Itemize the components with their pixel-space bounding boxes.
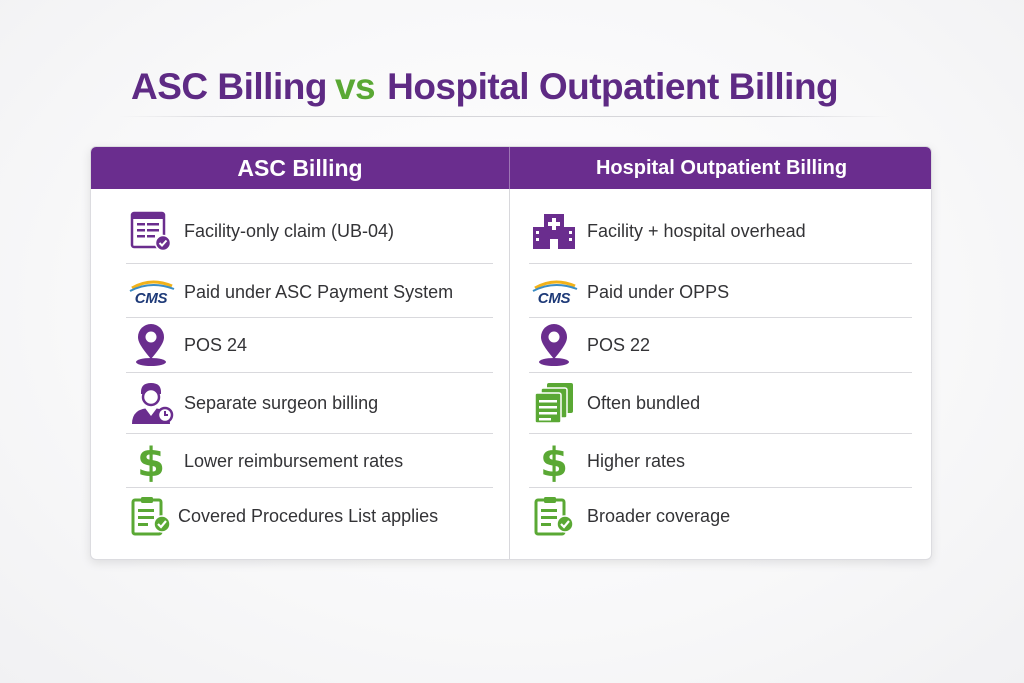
hospital-row-text: Facility + hospital overhead <box>587 220 806 241</box>
hospital-row-bundled: Often bundled <box>529 377 912 429</box>
row-separator <box>126 433 493 434</box>
cms-logo: CMS <box>529 269 579 315</box>
column-divider <box>509 189 510 559</box>
surgeon-icon <box>126 380 176 426</box>
row-separator <box>529 317 912 318</box>
hospital-column-header: Hospital Outpatient Billing <box>595 157 848 179</box>
hospital-row-overhead: Facility + hospital overhead <box>529 205 912 257</box>
location-pin-icon <box>126 322 176 368</box>
asc-row-claim: Facility-only claim (UB-04) <box>126 205 493 257</box>
row-separator <box>529 433 912 434</box>
asc-row-text: Separate surgeon billing <box>184 392 379 413</box>
dollar-icon: $ <box>126 438 176 484</box>
header-divider <box>509 147 510 189</box>
asc-row-payment: CMS Paid under ASC Payment System <box>126 266 493 318</box>
hospital-row-text: Paid under OPPS <box>587 281 730 302</box>
asc-column-header: ASC Billing <box>237 155 363 181</box>
svg-text:$: $ <box>137 440 165 483</box>
dollar-icon: $ <box>529 438 579 484</box>
row-separator <box>529 487 912 488</box>
title-vs: vs <box>334 66 376 107</box>
hospital-row-rates: $ Higher rates <box>529 435 912 487</box>
hospital-row-text: POS 22 <box>587 334 651 355</box>
asc-row-procedures: Covered Procedures List applies <box>126 490 493 542</box>
row-separator <box>529 263 912 264</box>
asc-row-text: Lower reimbursement rates <box>184 450 404 471</box>
comparison-table: ASC Billing Hospital Outpatient Billing … <box>90 146 932 560</box>
hospital-row-pos: POS 22 <box>529 319 912 371</box>
hospital-icon <box>529 208 579 254</box>
stacked-documents-icon <box>529 380 579 426</box>
asc-row-surgeon: Separate surgeon billing <box>126 377 493 429</box>
asc-row-text: POS 24 <box>184 334 248 355</box>
cms-logo-text: CMS <box>135 290 168 307</box>
row-separator <box>126 487 493 488</box>
row-separator <box>126 317 493 318</box>
row-separator <box>126 372 493 373</box>
cms-logo: CMS <box>126 269 176 315</box>
hospital-row-text: Higher rates <box>587 450 686 471</box>
hospital-row-payment: CMS Paid under OPPS <box>529 266 912 318</box>
asc-row-text: Facility-only claim (UB-04) <box>184 220 395 241</box>
svg-text:$: $ <box>540 440 568 483</box>
title-right: Hospital Outpatient Billing <box>387 66 839 107</box>
clipboard-check-icon <box>126 493 176 539</box>
hospital-row-text: Broader coverage <box>587 505 731 526</box>
asc-row-text: Covered Procedures List applies <box>178 505 439 526</box>
table-header: ASC Billing Hospital Outpatient Billing <box>91 147 931 189</box>
asc-row-text: Paid under ASC Payment System <box>184 281 454 302</box>
cms-logo-text: CMS <box>538 290 571 307</box>
claim-form-icon <box>126 208 176 254</box>
row-separator <box>529 372 912 373</box>
asc-row-pos: POS 24 <box>126 319 493 371</box>
clipboard-check-icon <box>529 493 579 539</box>
row-separator <box>126 263 493 264</box>
title-left: ASC Billing <box>131 66 327 107</box>
location-pin-icon <box>529 322 579 368</box>
hospital-row-text: Often bundled <box>587 392 701 413</box>
page-title: ASC Billing vs Hospital Outpatient Billing <box>131 66 839 108</box>
asc-row-rates: $ Lower reimbursement rates <box>126 435 493 487</box>
hospital-row-coverage: Broader coverage <box>529 490 912 542</box>
title-divider <box>118 116 890 117</box>
